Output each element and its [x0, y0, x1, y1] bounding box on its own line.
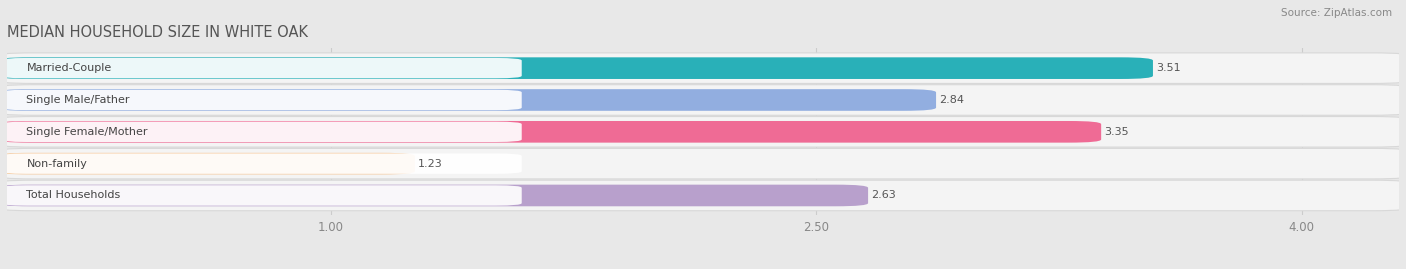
FancyBboxPatch shape	[0, 185, 868, 206]
Text: 3.51: 3.51	[1156, 63, 1181, 73]
FancyBboxPatch shape	[0, 153, 415, 175]
FancyBboxPatch shape	[0, 185, 522, 206]
FancyBboxPatch shape	[0, 58, 522, 78]
FancyBboxPatch shape	[0, 116, 1406, 147]
FancyBboxPatch shape	[0, 53, 1406, 83]
FancyBboxPatch shape	[0, 153, 522, 174]
FancyBboxPatch shape	[0, 121, 1101, 143]
Text: Married-Couple: Married-Couple	[27, 63, 111, 73]
Text: Single Female/Mother: Single Female/Mother	[27, 127, 148, 137]
Text: 2.84: 2.84	[939, 95, 965, 105]
Text: 3.35: 3.35	[1104, 127, 1129, 137]
Text: 1.23: 1.23	[418, 159, 443, 169]
FancyBboxPatch shape	[0, 85, 1406, 115]
Text: Source: ZipAtlas.com: Source: ZipAtlas.com	[1281, 8, 1392, 18]
FancyBboxPatch shape	[0, 89, 936, 111]
Text: 2.63: 2.63	[872, 190, 896, 200]
Text: Non-family: Non-family	[27, 159, 87, 169]
FancyBboxPatch shape	[0, 180, 1406, 211]
Text: MEDIAN HOUSEHOLD SIZE IN WHITE OAK: MEDIAN HOUSEHOLD SIZE IN WHITE OAK	[7, 25, 308, 40]
Text: Single Male/Father: Single Male/Father	[27, 95, 129, 105]
Text: Total Households: Total Households	[27, 190, 121, 200]
FancyBboxPatch shape	[0, 57, 1153, 79]
FancyBboxPatch shape	[0, 122, 522, 142]
FancyBboxPatch shape	[0, 90, 522, 110]
FancyBboxPatch shape	[0, 148, 1406, 179]
